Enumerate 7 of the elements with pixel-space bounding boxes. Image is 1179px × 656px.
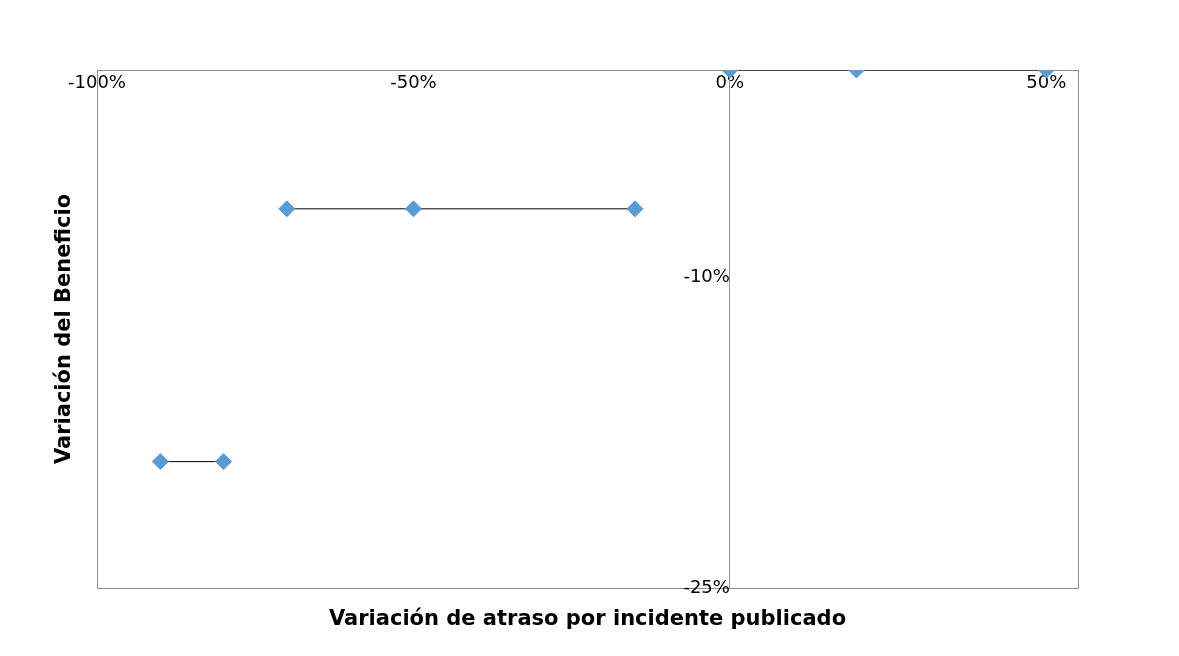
x-axis-title: Variación de atraso por incidente publicado [328,606,847,631]
x-tick-label: -50% [390,71,437,93]
y-tick-label: -25% [683,575,730,597]
x-tick-label: -100% [68,71,126,93]
y-axis-title: Variación del Beneficio [51,193,76,465]
y-tick-label: -10% [683,264,730,286]
x-tick-label: 50% [1026,71,1067,93]
